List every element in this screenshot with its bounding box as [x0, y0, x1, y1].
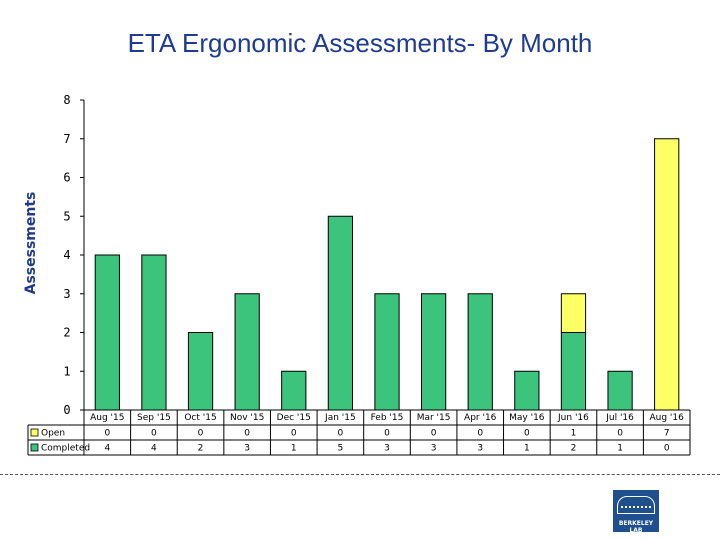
x-tick-label-1: Sep '15 — [137, 413, 171, 423]
footer-divider — [0, 474, 720, 475]
data-label-open-5: 0 — [338, 429, 344, 439]
data-label-completed-12: 0 — [664, 444, 670, 454]
legend-label-open: Open — [41, 429, 65, 439]
berkeley-lab-logo: BERKELEY LAB — [613, 490, 659, 534]
legend-swatch-completed — [30, 443, 39, 452]
legend-label-completed: Completed — [41, 444, 90, 454]
bar-completed-3 — [234, 293, 260, 411]
data-label-open-1: 0 — [151, 429, 157, 439]
x-tick-label-5: Jan '15 — [324, 413, 356, 423]
x-tick-label-2: Oct '15 — [184, 413, 216, 423]
y-tick-label-6: 6 — [63, 171, 70, 185]
data-label-completed-7: 3 — [431, 444, 437, 454]
bar-completed-9 — [514, 370, 540, 411]
bar-completed-5 — [327, 215, 354, 411]
data-label-open-2: 0 — [198, 429, 204, 439]
y-tick-label-3: 3 — [63, 287, 70, 301]
bar-chart: 0 1 2 3 4 5 6 7 8 Aug '15 Sep '15 Oct '15 Nov '15 De… — [27, 93, 691, 456]
logo-text: BERKELEY LAB — [618, 520, 654, 534]
x-tick-label-6: Feb '15 — [371, 413, 404, 423]
data-label-completed-4: 1 — [291, 444, 297, 454]
data-label-completed-10: 2 — [571, 444, 577, 454]
data-label-completed-5: 5 — [338, 444, 344, 454]
y-tick-label-1: 1 — [63, 364, 70, 378]
data-label-open-6: 0 — [384, 429, 390, 439]
x-tick-label-8: Apr '16 — [464, 413, 497, 423]
x-tick-label-12: Aug '16 — [650, 413, 685, 423]
data-table: Aug '15 Sep '15 Oct '15 Nov '15 Dec '15 Jan '… — [27, 409, 691, 456]
data-label-completed-3: 3 — [244, 444, 250, 454]
bar-completed-10 — [560, 332, 587, 411]
y-tick-label-2: 2 — [63, 326, 70, 340]
y-ticks-group: 0 1 2 3 4 5 6 7 8 — [63, 93, 84, 417]
data-label-open-9: 0 — [524, 429, 530, 439]
bar-completed-0 — [94, 254, 120, 411]
bar-completed-1 — [141, 254, 167, 411]
bar-completed-2 — [187, 332, 214, 411]
x-tick-label-4: Dec '15 — [277, 413, 311, 423]
data-label-open-4: 0 — [291, 429, 297, 439]
data-label-completed-6: 3 — [384, 444, 390, 454]
y-tick-label-7: 7 — [63, 132, 70, 146]
chart-title: ETA Ergonomic Assessments- By Month — [127, 28, 593, 58]
data-label-open-7: 0 — [431, 429, 437, 439]
bar-completed-8 — [467, 293, 493, 411]
data-label-completed-0: 4 — [104, 444, 110, 454]
data-label-open-8: 0 — [477, 429, 483, 439]
data-label-completed-1: 4 — [151, 444, 157, 454]
bar-completed-6 — [374, 293, 400, 411]
legend-swatch-open — [30, 428, 39, 437]
x-tick-label-3: Nov '15 — [230, 413, 264, 423]
y-tick-label-5: 5 — [63, 209, 70, 223]
data-label-completed-8: 3 — [477, 444, 483, 454]
data-label-open-3: 0 — [244, 429, 250, 439]
bar-completed-7 — [420, 293, 447, 411]
x-tick-label-11: Jul '16 — [605, 413, 634, 423]
bar-completed-4 — [281, 370, 307, 411]
building-icon — [617, 496, 655, 514]
x-tick-label-0: Aug '15 — [90, 413, 124, 423]
bar-open-12 — [654, 138, 680, 411]
x-tick-label-10: Jun '16 — [557, 413, 589, 423]
y-tick-label-0: 0 — [63, 403, 70, 417]
bar-open-10 — [560, 293, 587, 333]
x-tick-label-9: May '16 — [509, 413, 545, 423]
data-label-completed-11: 1 — [617, 444, 623, 454]
bars-group — [94, 138, 680, 411]
y-tick-label-8: 8 — [63, 93, 70, 107]
data-label-open-11: 0 — [617, 429, 623, 439]
data-label-open-10: 1 — [571, 429, 577, 439]
y-tick-label-4: 4 — [63, 248, 70, 262]
data-label-open-0: 0 — [104, 429, 110, 439]
data-label-completed-2: 2 — [198, 444, 204, 454]
data-label-open-12: 7 — [664, 429, 670, 439]
x-tick-label-7: Mar '15 — [417, 413, 451, 423]
bar-completed-11 — [607, 370, 633, 411]
data-label-completed-9: 1 — [524, 444, 530, 454]
